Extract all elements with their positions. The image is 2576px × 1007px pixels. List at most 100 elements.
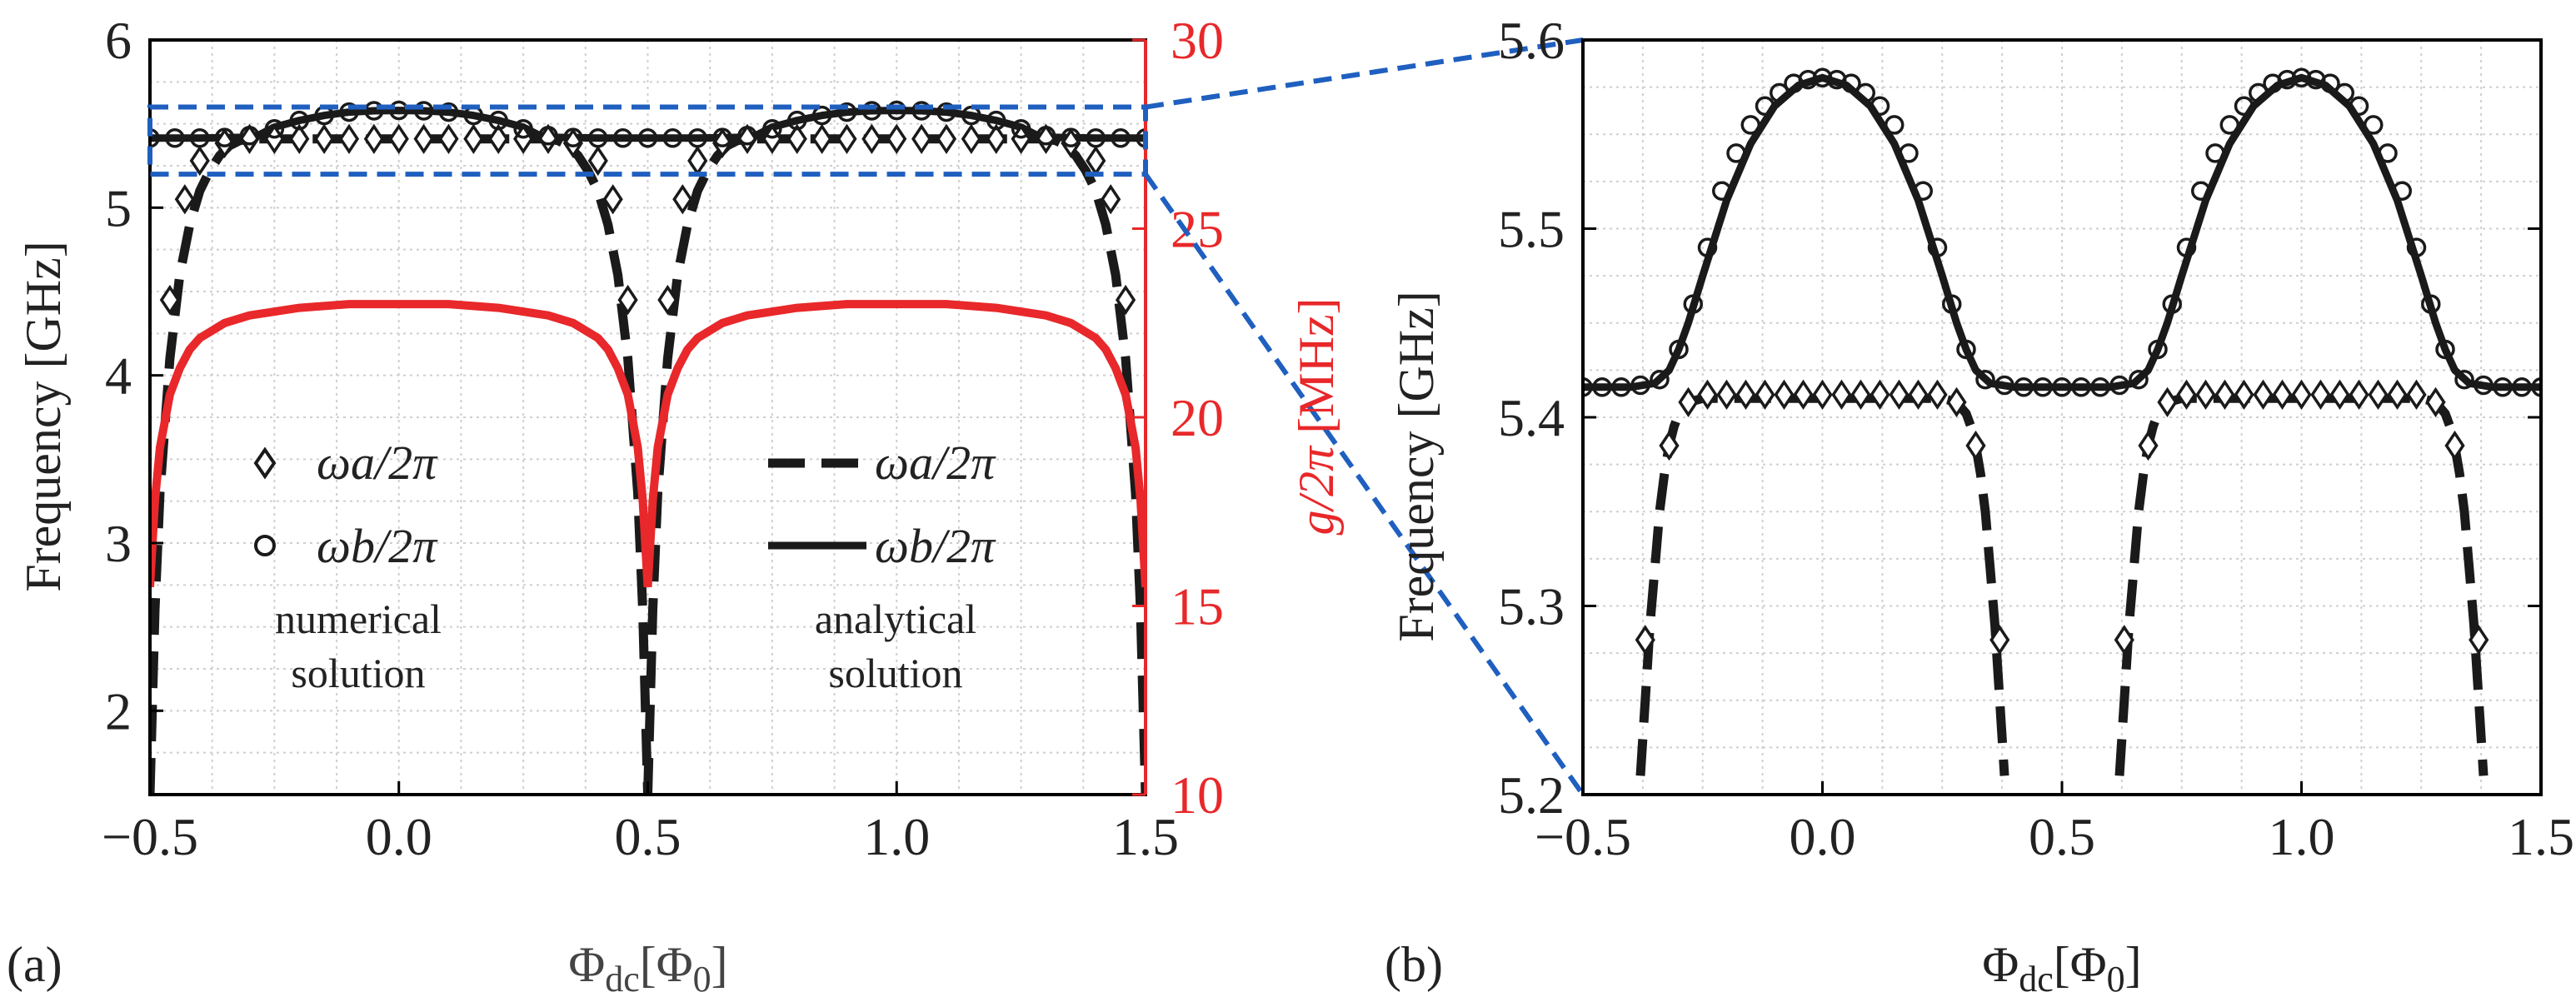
wb-numerical-marker	[1136, 128, 1146, 148]
legend-diamond-marker	[253, 446, 277, 480]
wb-numerical-zoom-marker	[2052, 377, 2072, 397]
wb-numerical-zoom-marker	[1942, 294, 1962, 314]
zoom-connector-top	[1145, 37, 1584, 110]
y-tick-label: 4	[105, 346, 132, 406]
x-tick-label: 1.0	[2269, 807, 2335, 866]
wb-numerical-zoom-marker	[2493, 377, 2513, 397]
wb-numerical-marker	[936, 102, 956, 122]
wa-numerical-marker	[736, 123, 758, 154]
y-tick-label: 6	[105, 11, 132, 70]
y2-tick-label: 20	[1171, 388, 1224, 447]
wa-numerical-zoom-marker	[1850, 379, 1871, 410]
wa-numerical-marker	[289, 123, 310, 154]
y2label-var: g/2π	[1289, 445, 1344, 536]
y-tick-label: 5.6	[1498, 11, 1565, 70]
wa-numerical-zoom-marker	[2469, 625, 2489, 656]
panel-a-curves	[150, 100, 1146, 795]
wa-numerical-zoom-marker	[1889, 379, 1910, 410]
wb-numerical-zoom-marker	[1697, 237, 1718, 257]
wb-numerical-marker	[787, 110, 807, 131]
wb-numerical-zoom-marker	[2291, 67, 2312, 88]
wb-numerical-zoom-marker	[1611, 377, 1631, 397]
wa-numerical-zoom-marker	[2157, 386, 2178, 418]
xlabel-b-close: ]	[2125, 937, 2142, 992]
wb-numerical-zoom-marker	[2109, 375, 2129, 396]
wb-numerical-marker	[339, 102, 359, 122]
wb-numerical-marker	[687, 128, 707, 148]
wb-numerical-marker	[364, 101, 384, 121]
wa-numerical-marker	[413, 123, 434, 154]
wa-numerical-zoom-marker	[1989, 625, 2010, 656]
wb-numerical-zoom-marker	[1683, 294, 1703, 314]
wb-numerical-marker	[886, 100, 906, 121]
legend-note-numerical-1: numerical	[275, 596, 442, 642]
wb-numerical-zoom-marker	[2378, 143, 2398, 163]
wa-numerical-marker	[861, 123, 882, 154]
wa-numerical-zoom-marker	[2387, 379, 2408, 410]
xlabel-sub: dc	[605, 959, 640, 1000]
legend-wa-numerical: ωa/2π	[317, 436, 438, 490]
wa-numerical-zoom-marker	[2272, 379, 2293, 410]
legend-note-analytical-1: analytical	[815, 596, 976, 642]
wa-numerical-marker	[174, 184, 195, 215]
wb-numerical-zoom-marker	[2219, 115, 2239, 135]
wa-numerical-zoom-marker	[2195, 379, 2216, 410]
y-tick-label: 3	[105, 514, 132, 573]
wb-numerical-zoom-marker	[1855, 82, 1875, 103]
wb-numerical-marker	[413, 101, 434, 121]
y-tick-label: 5	[105, 178, 132, 237]
wb-numerical-zoom-marker	[1870, 96, 1890, 117]
wa-numerical-zoom-marker	[2234, 379, 2254, 410]
wb-numerical-marker	[588, 128, 608, 148]
wb-numerical-zoom-marker	[1956, 339, 1976, 360]
xlabel-b-sub: dc	[2019, 959, 2054, 1000]
wa-numerical-zoom-marker	[2444, 430, 2465, 461]
x-tick-label: −0.5	[1535, 807, 1631, 866]
legend-circle-marker	[254, 535, 276, 556]
wa-numerical-marker	[159, 284, 181, 316]
wa-numerical-zoom-marker	[1793, 379, 1814, 410]
wa-numerical-zoom-marker	[1635, 625, 1655, 656]
wb-numerical-zoom-marker	[2334, 82, 2354, 103]
wa-numerical-zoom-marker	[1659, 430, 1680, 461]
wb-numerical-marker	[662, 128, 683, 148]
wb-numerical-marker	[150, 128, 160, 148]
wa-numerical-marker	[1101, 184, 1121, 215]
y2label-unit: [MHz]	[1289, 297, 1344, 446]
wa-numerical-marker	[712, 127, 733, 158]
wa-numerical-zoom-marker	[1735, 379, 1756, 410]
wb-numerical-marker	[513, 118, 533, 139]
wb-numerical-zoom-marker	[2176, 237, 2197, 257]
wb-numerical-zoom-marker	[2531, 377, 2541, 397]
legend-note-numerical-2: solution	[291, 650, 425, 696]
wb-numerical-zoom-marker	[1630, 375, 1650, 396]
wa-numerical-marker	[911, 123, 932, 154]
wb-numerical-marker	[961, 105, 981, 126]
wa-numerical-zoom-marker	[2329, 379, 2350, 410]
x-tick-label: 1.5	[2508, 807, 2574, 866]
panel-b-ticks: −0.5 0.0 0.5 1.0 1.5 5.2 5.3 5.4 5.5 5.6	[1498, 11, 2574, 866]
wb-numerical-zoom-marker	[1994, 375, 2014, 396]
wb-numerical-zoom-marker	[1669, 339, 1689, 360]
wb-numerical-zoom-marker	[2191, 181, 2211, 201]
wb-numerical-zoom-marker	[2129, 369, 2149, 390]
legend-wa-analytical: ωa/2π	[875, 436, 996, 490]
wa-numerical-zoom-marker	[2214, 379, 2235, 410]
wa-numerical-zoom-marker	[2114, 625, 2134, 656]
wa-numerical-marker	[214, 127, 235, 158]
panel-b: −0.5 0.0 0.5 1.0 1.5 5.2 5.3 5.4 5.5 5.6 Frequenc…	[1385, 11, 2574, 1000]
wb-numerical-zoom-marker	[2349, 96, 2369, 117]
wb-numerical-zoom-marker	[1650, 369, 1670, 390]
xlabel-main: Φ	[568, 937, 605, 992]
wb-numerical-zoom-marker	[1899, 143, 1919, 163]
wa-numerical-marker	[786, 123, 807, 154]
wb-numerical-zoom-marker	[2512, 377, 2532, 397]
wb-numerical-marker	[737, 126, 757, 146]
wb-numerical-zoom-marker	[2090, 377, 2110, 397]
wb-numerical-zoom-marker	[2249, 82, 2269, 103]
y-tick-label: 5.5	[1498, 200, 1565, 259]
x-tick-label: 0.5	[2029, 807, 2095, 866]
wb-numerical-marker	[1036, 126, 1056, 146]
wb-numerical-marker	[986, 110, 1006, 131]
